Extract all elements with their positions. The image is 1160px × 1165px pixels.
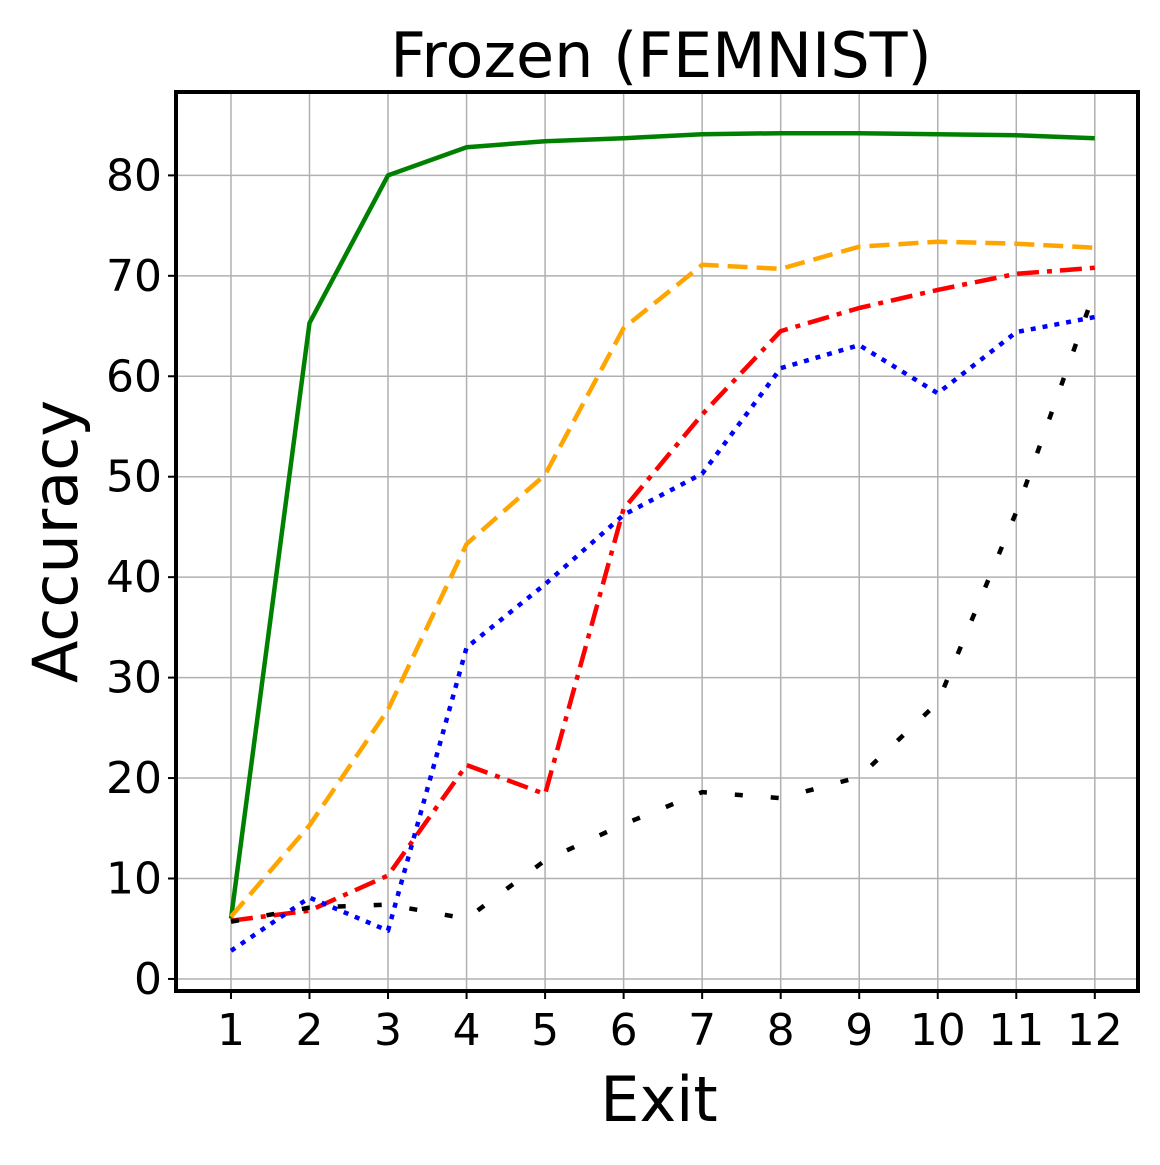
- y-tick-label: 80: [106, 150, 162, 201]
- x-tick-label: 8: [767, 1005, 795, 1056]
- x-tick-label: 5: [531, 1005, 559, 1056]
- x-tick-label: 12: [1067, 1005, 1123, 1056]
- y-tick-label: 50: [106, 452, 162, 503]
- series-line-4: [229, 314, 1096, 953]
- x-tick-label: 7: [688, 1005, 716, 1056]
- chart-title: Frozen (FEMNIST): [390, 19, 932, 92]
- y-tick-label: 0: [134, 954, 162, 1005]
- y-axis-title: Accuracy: [19, 400, 92, 683]
- x-axis-ticks: 1 2 3 4 5 6 7 8 9 10 11 12: [217, 991, 1123, 1056]
- x-axis-title: Exit: [600, 1063, 717, 1136]
- y-tick-label: 60: [106, 351, 162, 402]
- x-tick-label: 2: [296, 1005, 324, 1056]
- y-tick-label: 30: [106, 653, 162, 704]
- y-tick-label: 10: [106, 853, 162, 904]
- x-tick-label: 1: [217, 1005, 245, 1056]
- series-line-3: [230, 265, 1095, 923]
- y-axis-ticks: 0 10 20 30 40 50 60 70 80: [106, 150, 176, 1005]
- y-tick-label: 40: [106, 552, 162, 603]
- x-tick-label: 9: [845, 1005, 873, 1056]
- series-line-2: [229, 239, 1095, 919]
- x-tick-label: 11: [988, 1005, 1044, 1056]
- series-line-1: [228, 130, 1095, 919]
- series-line-5: [230, 290, 1097, 924]
- x-tick-label: 6: [610, 1005, 638, 1056]
- y-tick-label: 70: [106, 251, 162, 302]
- x-tick-label: 3: [374, 1005, 402, 1056]
- x-tick-label: 4: [453, 1005, 481, 1056]
- y-tick-label: 20: [106, 753, 162, 804]
- x-tick-label: 10: [910, 1005, 966, 1056]
- series-layer: [228, 130, 1097, 953]
- grid: [176, 92, 1138, 991]
- plot-frame: [174, 90, 1140, 993]
